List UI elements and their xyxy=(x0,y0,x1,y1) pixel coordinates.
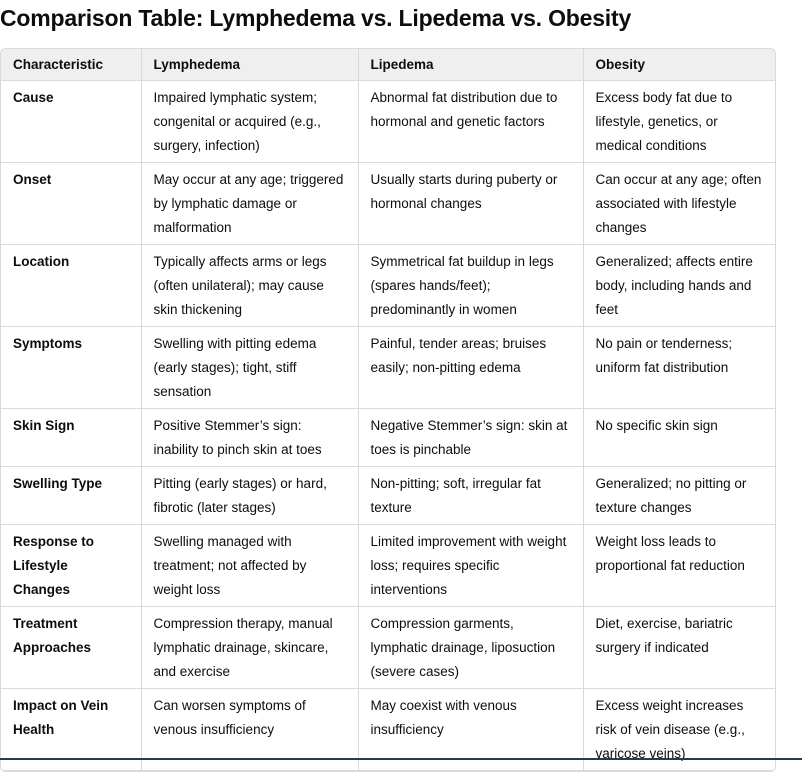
table-cell: No pain or tenderness; uniform fat distr… xyxy=(583,326,775,409)
table-cell: Diet, exercise, bariatric surgery if ind… xyxy=(583,606,775,689)
bottom-edge xyxy=(0,758,802,760)
table-cell: Weight loss leads to proportional fat re… xyxy=(583,524,775,607)
table-row: Cause Impaired lymphatic system; congenit… xyxy=(1,80,775,163)
table-cell: Pitting (early stages) or hard, fibrotic… xyxy=(141,466,359,525)
row-label: Swelling Type xyxy=(1,466,142,525)
table-cell: Usually starts during puberty or hormona… xyxy=(358,162,584,245)
page-title: Comparison Table: Lymphedema vs. Lipedem… xyxy=(0,5,632,31)
table-cell: Abnormal fat distribution due to hormona… xyxy=(358,80,584,163)
table-row: Onset May occur at any age; triggered by … xyxy=(1,162,775,245)
table-cell: May occur at any age; triggered by lymph… xyxy=(141,162,359,245)
table-container: Characteristic Lymphedema Lipedema Obesity … xyxy=(0,48,776,772)
table-cell: Can occur at any age; often associated w… xyxy=(583,162,775,245)
table-cell: Positive Stemmer’s sign: inability to pi… xyxy=(141,408,359,467)
table-row: Response to Lifestyle Changes Swelling ma… xyxy=(1,524,775,607)
table-row: Impact on Vein Health Can worsen symptoms… xyxy=(1,688,775,771)
table-cell: Generalized; affects entire body, includ… xyxy=(583,244,775,327)
table-cell: Compression therapy, manual lymphatic dr… xyxy=(141,606,359,689)
table-row: Location Typically affects arms or legs (… xyxy=(1,244,775,327)
table-cell: Excess weight increases risk of vein dis… xyxy=(583,688,775,771)
comparison-table: Characteristic Lymphedema Lipedema Obesity … xyxy=(1,49,775,771)
table-row: Swelling Type Pitting (early stages) or h… xyxy=(1,466,775,525)
column-header: Obesity xyxy=(583,49,775,81)
column-header: Lymphedema xyxy=(141,49,359,81)
table-cell: No specific skin sign xyxy=(583,408,775,467)
row-label: Symptoms xyxy=(1,326,142,409)
table-cell: Impaired lymphatic system; congenital or… xyxy=(141,80,359,163)
row-label: Cause xyxy=(1,80,142,163)
table-cell: May coexist with venous insufficiency xyxy=(358,688,584,771)
row-label: Impact on Vein Health xyxy=(1,688,142,771)
table-cell: Swelling managed with treatment; not aff… xyxy=(141,524,359,607)
row-label: Onset xyxy=(1,162,142,245)
row-label: Treatment Approaches xyxy=(1,606,142,689)
table-cell: Symmetrical fat buildup in legs (spares … xyxy=(358,244,584,327)
row-label: Skin Sign xyxy=(1,408,142,467)
table-cell: Swelling with pitting edema (early stage… xyxy=(141,326,359,409)
table-cell: Limited improvement with weight loss; re… xyxy=(358,524,584,607)
table-cell: Generalized; no pitting or texture chang… xyxy=(583,466,775,525)
header-row: Characteristic Lymphedema Lipedema Obesity xyxy=(1,49,775,81)
table-row: Symptoms Swelling with pitting edema (ear… xyxy=(1,326,775,409)
table-cell: Can worsen symptoms of venous insufficie… xyxy=(141,688,359,771)
table-cell: Compression garments, lymphatic drainage… xyxy=(358,606,584,689)
column-header: Characteristic xyxy=(1,49,142,81)
table-cell: Painful, tender areas; bruises easily; n… xyxy=(358,326,584,409)
table-cell: Typically affects arms or legs (often un… xyxy=(141,244,359,327)
row-label: Response to Lifestyle Changes xyxy=(1,524,142,607)
table-row: Treatment Approaches Compression therapy,… xyxy=(1,606,775,689)
table-body: Cause Impaired lymphatic system; congenit… xyxy=(1,80,775,771)
column-header: Lipedema xyxy=(358,49,584,81)
table-cell: Non-pitting; soft, irregular fat texture xyxy=(358,466,584,525)
table-cell: Negative Stemmer’s sign: skin at toes is… xyxy=(358,408,584,467)
table-cell: Excess body fat due to lifestyle, geneti… xyxy=(583,80,775,163)
table-row: Skin Sign Positive Stemmer’s sign: inabil… xyxy=(1,408,775,467)
row-label: Location xyxy=(1,244,142,327)
